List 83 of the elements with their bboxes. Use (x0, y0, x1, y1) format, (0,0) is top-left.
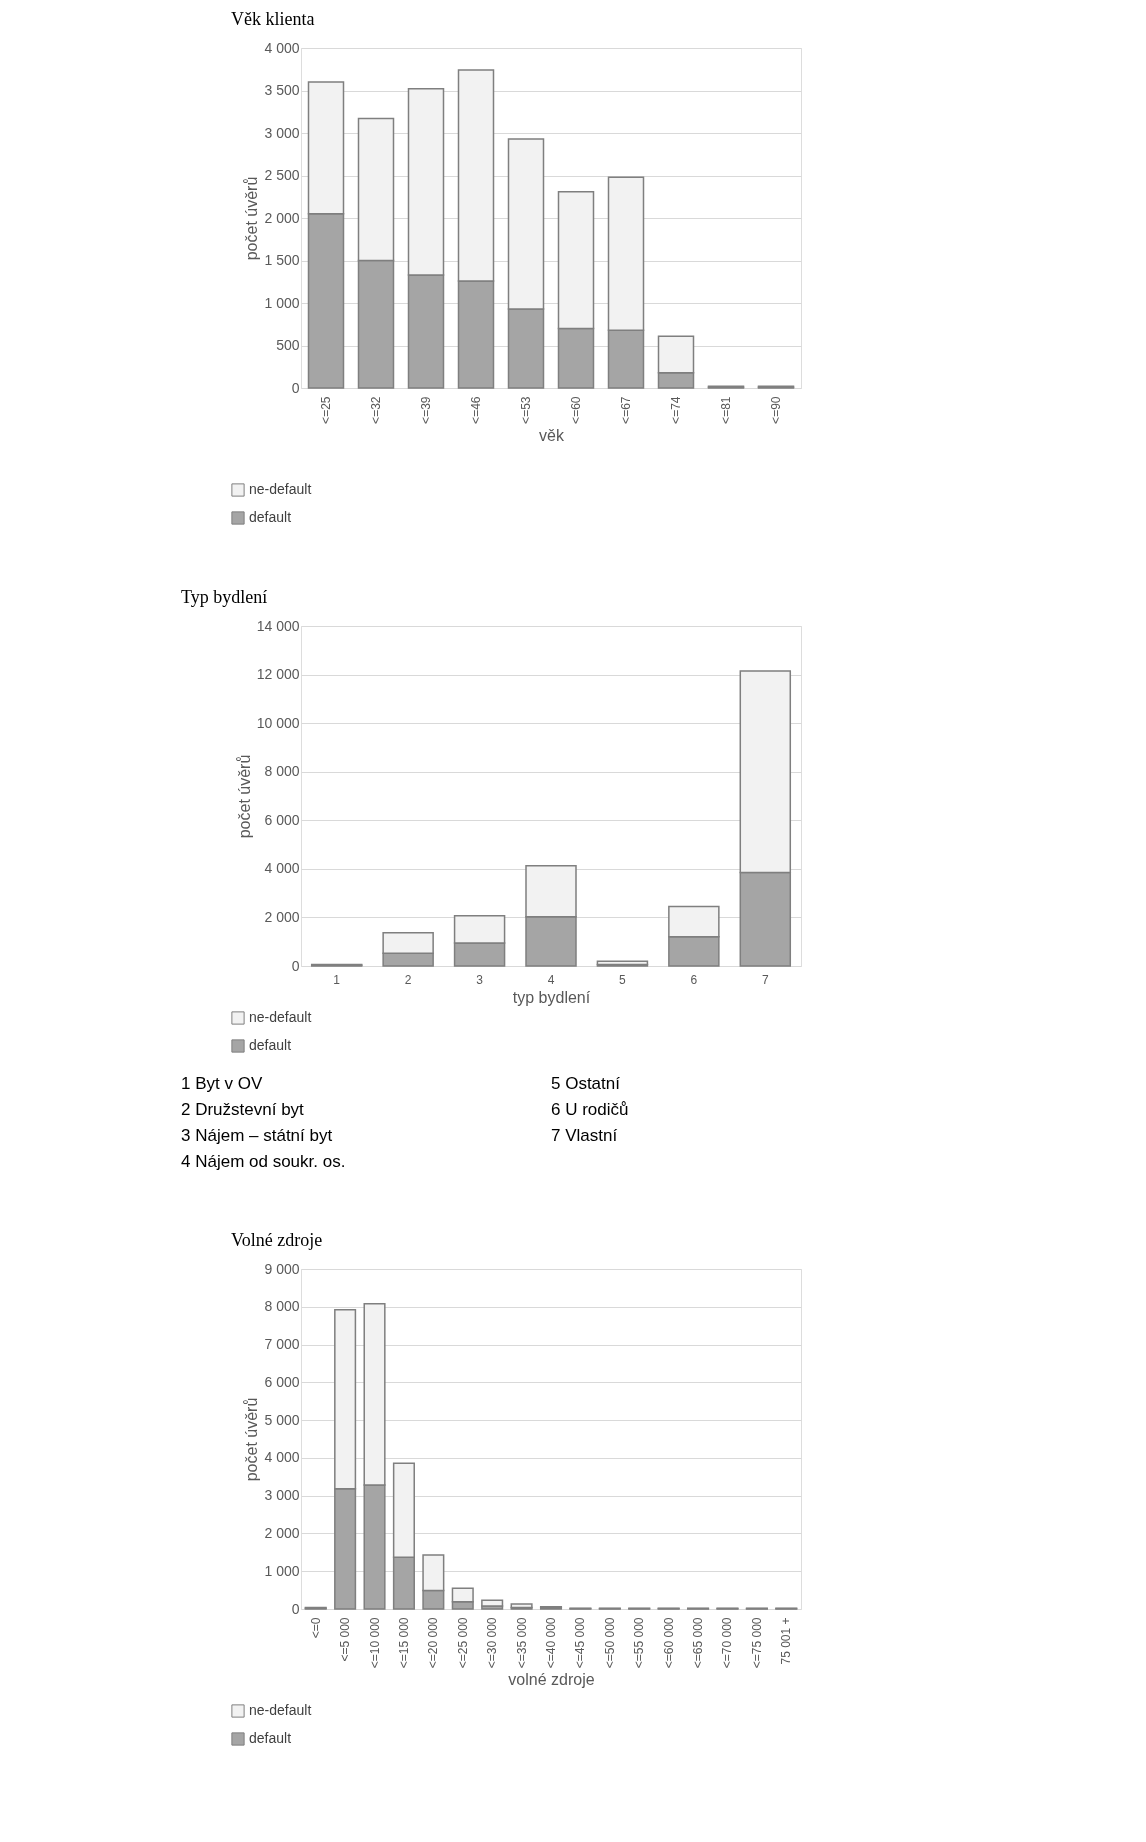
y-tick-label: 3 000 (264, 124, 300, 141)
x-tick-label: <=70 000 (720, 1617, 735, 1669)
x-tick-label: <=5 000 (338, 1617, 353, 1662)
y-axis-title: počet úvěrů (243, 176, 261, 261)
x-tick-label: <=20 000 (426, 1617, 441, 1669)
x-tick-label: 4 (547, 972, 555, 987)
y-tick-label: 1 000 (264, 294, 300, 311)
y-tick-label: 9 000 (264, 1260, 300, 1277)
x-tick-label: <=25 (319, 396, 333, 424)
x-tick-label: <=30 000 (485, 1617, 500, 1669)
x-tick-label: <=65 000 (691, 1617, 706, 1669)
x-tick-label: 6 (690, 972, 698, 987)
y-tick-label: 12 000 (256, 666, 300, 683)
x-tick-label: <=50 000 (602, 1617, 617, 1669)
x-tick-label: <=25 000 (455, 1617, 470, 1669)
x-tick-label: 75 001 + (779, 1617, 794, 1665)
x-tick-label: <=90 (769, 396, 783, 424)
x-tick-label: <=81 (719, 396, 733, 424)
y-tick-label: 8 000 (264, 763, 300, 780)
legend-label: default (249, 509, 292, 525)
y-tick-label: 3 500 (264, 82, 300, 98)
x-tick-label: <=53 (519, 396, 533, 424)
y-tick-label: 4 000 (264, 860, 300, 877)
legend-label: default (249, 1037, 292, 1053)
x-tick-label: <=39 (419, 396, 433, 424)
x-axis-title: typ bydlení (512, 988, 591, 1006)
text: 4 Nájem od soukr. os. (181, 1152, 346, 1171)
x-tick-label: <=60 (569, 396, 583, 424)
chart-title: Volné zdroje (231, 1230, 323, 1250)
y-tick-label: 4 000 (264, 39, 300, 56)
x-tick-label: 7 (761, 972, 769, 987)
y-axis-title: počet úvěrů (235, 754, 253, 839)
text: 7 Vlastní (551, 1126, 618, 1145)
y-tick-label: 7 000 (264, 1336, 300, 1353)
x-axis-title: volné zdroje (508, 1671, 595, 1689)
x-tick-label: <=74 (669, 396, 683, 424)
text: 6 U rodičů (551, 1100, 629, 1119)
x-tick-label: <=0 (308, 1617, 323, 1639)
x-tick-label: 5 (619, 972, 627, 987)
y-tick-label: 0 (291, 1600, 300, 1617)
x-tick-label: <=46 (469, 396, 483, 424)
legend-label: ne-default (249, 1009, 312, 1025)
y-tick-label: 6 000 (264, 1373, 300, 1390)
y-tick-label: 2 000 (264, 908, 300, 925)
x-tick-label: <=67 (619, 396, 633, 424)
x-tick-label: <=60 000 (661, 1617, 676, 1669)
x-tick-label: 3 (476, 972, 484, 987)
legend-label: default (249, 1730, 292, 1746)
x-tick-label: 2 (404, 972, 412, 987)
legend-label: ne-default (249, 1702, 312, 1718)
y-tick-label: 10 000 (256, 714, 300, 731)
x-tick-label: <=10 000 (367, 1617, 382, 1669)
y-tick-label: 2 000 (264, 209, 300, 226)
y-tick-label: 5 000 (264, 1411, 300, 1428)
x-tick-label: <=40 000 (544, 1617, 558, 1669)
y-tick-label: 8 000 (264, 1298, 300, 1315)
text: 3 Nájem – státní byt (181, 1126, 333, 1145)
x-tick-label: <=35 000 (514, 1617, 529, 1669)
x-tick-label: <=75 000 (749, 1617, 764, 1669)
y-tick-label: 2 000 (264, 1524, 300, 1541)
y-tick-label: 14 000 (256, 617, 300, 634)
x-tick-label: <=15 000 (396, 1617, 411, 1669)
x-tick-label: <=55 000 (632, 1617, 647, 1669)
x-tick-label: 1 (333, 972, 341, 987)
x-tick-label: <=32 (369, 396, 383, 424)
y-tick-label: 4 000 (264, 1449, 300, 1466)
y-tick-label: 3 000 (264, 1487, 300, 1504)
y-tick-label: 1 000 (264, 1562, 300, 1579)
legend-label: ne-default (249, 481, 312, 497)
chart-title: Typ bydlení (181, 587, 268, 607)
text: 2 Družstevní byt (181, 1100, 305, 1119)
text: 5 Ostatní (551, 1074, 621, 1093)
chart-title: Věk klienta (231, 9, 315, 29)
x-axis-title: věk (539, 426, 565, 444)
y-tick-label: 0 (291, 379, 300, 396)
y-axis-title: počet úvěrů (243, 1397, 261, 1482)
y-tick-label: 1 500 (264, 252, 300, 268)
y-tick-label: 2 500 (264, 167, 300, 183)
text: 1 Byt v OV (181, 1074, 263, 1093)
y-tick-label: 6 000 (264, 811, 300, 828)
y-tick-label: 500 (276, 337, 300, 353)
x-tick-label: <=45 000 (573, 1617, 588, 1669)
y-tick-label: 0 (291, 957, 300, 974)
